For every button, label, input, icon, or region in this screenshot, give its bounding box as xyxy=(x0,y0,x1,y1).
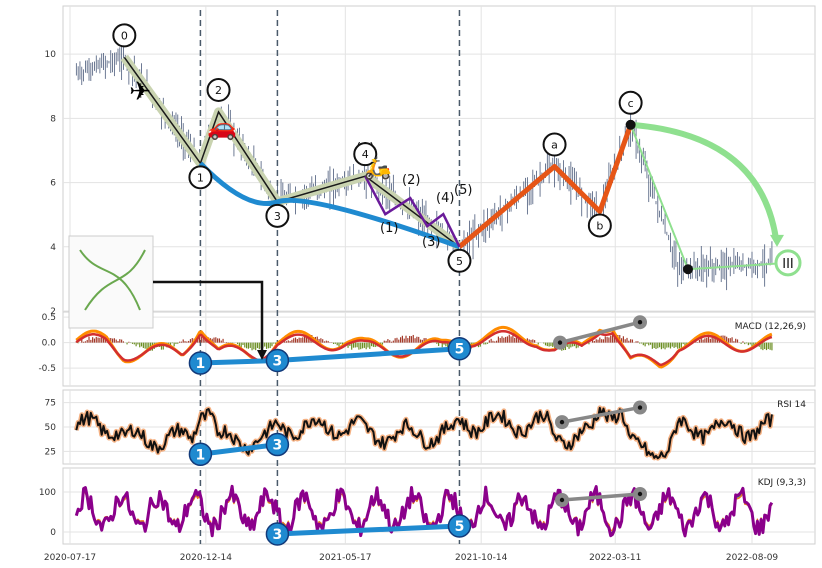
grey-divergence-center xyxy=(637,320,643,325)
y-tick-label: 100 xyxy=(39,488,56,498)
divergence-marker xyxy=(265,432,290,457)
x-tick-label: 2020-12-14 xyxy=(180,553,233,563)
x-tick-label: 2021-10-14 xyxy=(455,553,508,563)
kdj-k-line xyxy=(74,484,774,538)
projection-arrow xyxy=(630,121,779,240)
wave-path-0-5 xyxy=(123,56,460,248)
y-tick-label: 2 xyxy=(50,307,56,317)
projection-end-circle xyxy=(774,249,802,277)
y-tick-label: 0.5 xyxy=(42,313,56,323)
wave-label: c xyxy=(628,97,634,110)
airplane-icon: ✈ xyxy=(129,77,151,107)
wave-label: 0 xyxy=(121,29,128,42)
grey-divergence-line xyxy=(561,492,641,502)
divergence-line xyxy=(277,523,460,537)
sub-wave-label: (2) xyxy=(402,173,420,188)
grey-divergence-center xyxy=(637,405,643,410)
divergence-marker-label: 1 xyxy=(196,356,206,372)
y-tick-label: -0.5 xyxy=(38,364,56,374)
sub-wave-path xyxy=(364,175,461,248)
axis-ticks: 2020-07-17 2020-12-14 2021-05-17 2021-10-14… xyxy=(38,50,778,563)
sub-wave-label: (4) xyxy=(436,191,454,206)
scooter-icon: 🛵 xyxy=(364,155,391,181)
wave-label: b xyxy=(596,219,603,232)
projection-low-dot xyxy=(683,264,693,275)
projection-arrowhead xyxy=(770,234,784,247)
macd-panel-label: MACD (12,26,9) xyxy=(735,322,806,332)
callout-connector xyxy=(153,280,264,356)
wave-label-circle xyxy=(206,77,231,102)
wave-label: a xyxy=(551,139,558,152)
grey-divergence-center xyxy=(559,419,565,425)
wave-label: 1 xyxy=(197,171,204,184)
wave-label-circle xyxy=(265,203,290,228)
wave-label-circle xyxy=(587,213,612,238)
grey-divergence-line xyxy=(561,405,641,424)
y-tick-label: 25 xyxy=(45,447,56,457)
impulse-trendline xyxy=(198,161,461,250)
kdj-panel-label: KDJ (9,3,3) xyxy=(758,478,806,488)
x-tick-label: 2020-07-17 xyxy=(44,553,96,563)
divergence-line xyxy=(200,442,278,457)
wave-label: 2 xyxy=(215,84,222,97)
wave-label-circle xyxy=(353,142,378,167)
divergence-marker xyxy=(265,522,290,546)
rsi-line xyxy=(75,406,773,460)
sub-wave-label: (1) xyxy=(380,221,398,236)
wave-label: 5 xyxy=(456,255,463,268)
divergence-marker xyxy=(265,348,290,373)
mascot-thumbnail xyxy=(68,235,154,329)
mascot-thumbnail-art xyxy=(79,249,146,311)
y-tick-label: 8 xyxy=(50,114,56,124)
divergence-marker xyxy=(447,514,472,538)
wave-label: 4 xyxy=(362,148,369,161)
sub-wave-label: (5) xyxy=(454,183,472,198)
divergence-marker xyxy=(188,351,213,375)
x-tick-label: 2022-03-11 xyxy=(589,553,641,563)
sub-wave-label: (3) xyxy=(422,235,440,250)
projection-high-dot xyxy=(625,119,636,130)
macd-signal-line xyxy=(75,329,773,367)
divergence-marker xyxy=(447,336,472,361)
wave-label-circle xyxy=(542,132,567,157)
x-tick-label: 2022-08-09 xyxy=(726,553,779,563)
divergence-marker xyxy=(188,442,213,467)
price-panel-frame xyxy=(62,5,816,312)
y-tick-label: 0.0 xyxy=(42,339,57,349)
rsi-series xyxy=(73,405,775,461)
divergence-marker-label: 1 xyxy=(196,447,206,463)
grey-divergence-center xyxy=(637,491,643,497)
panel-frames xyxy=(62,5,816,545)
divergence-marker-label: 3 xyxy=(273,353,283,369)
rsi-panel-label: RSI 14 xyxy=(777,400,806,410)
abc-correction-path xyxy=(457,123,633,249)
x-tick-label: 2021-05-17 xyxy=(319,553,371,563)
divergence-marker-label: 3 xyxy=(273,527,283,543)
wave-label-circle xyxy=(447,248,472,273)
callout-arrowhead xyxy=(257,350,267,360)
divergence-marker-label: 3 xyxy=(273,438,283,454)
y-tick-label: 75 xyxy=(45,399,56,409)
y-tick-label: 10 xyxy=(45,50,57,60)
grey-divergence-center xyxy=(559,497,565,503)
grey-divergence-line xyxy=(559,320,641,345)
divergence-marker-label: 5 xyxy=(455,342,465,358)
wave-label-circle xyxy=(188,165,213,190)
wave-label: 3 xyxy=(274,210,281,223)
y-tick-label: 6 xyxy=(50,179,56,189)
kdj-panel-frame xyxy=(62,467,816,545)
wave-label-circle xyxy=(618,90,643,115)
kdj-series xyxy=(74,484,774,538)
divergence-marker-label: 5 xyxy=(455,519,465,535)
y-tick-label: 50 xyxy=(45,423,57,433)
car-icon: 🚗 xyxy=(207,113,237,141)
wave-label-circle xyxy=(112,23,137,48)
y-tick-label: 4 xyxy=(50,243,56,253)
projection-label: III xyxy=(782,257,794,272)
y-tick-label: 0 xyxy=(50,528,56,538)
grey-divergence-center xyxy=(557,340,563,345)
